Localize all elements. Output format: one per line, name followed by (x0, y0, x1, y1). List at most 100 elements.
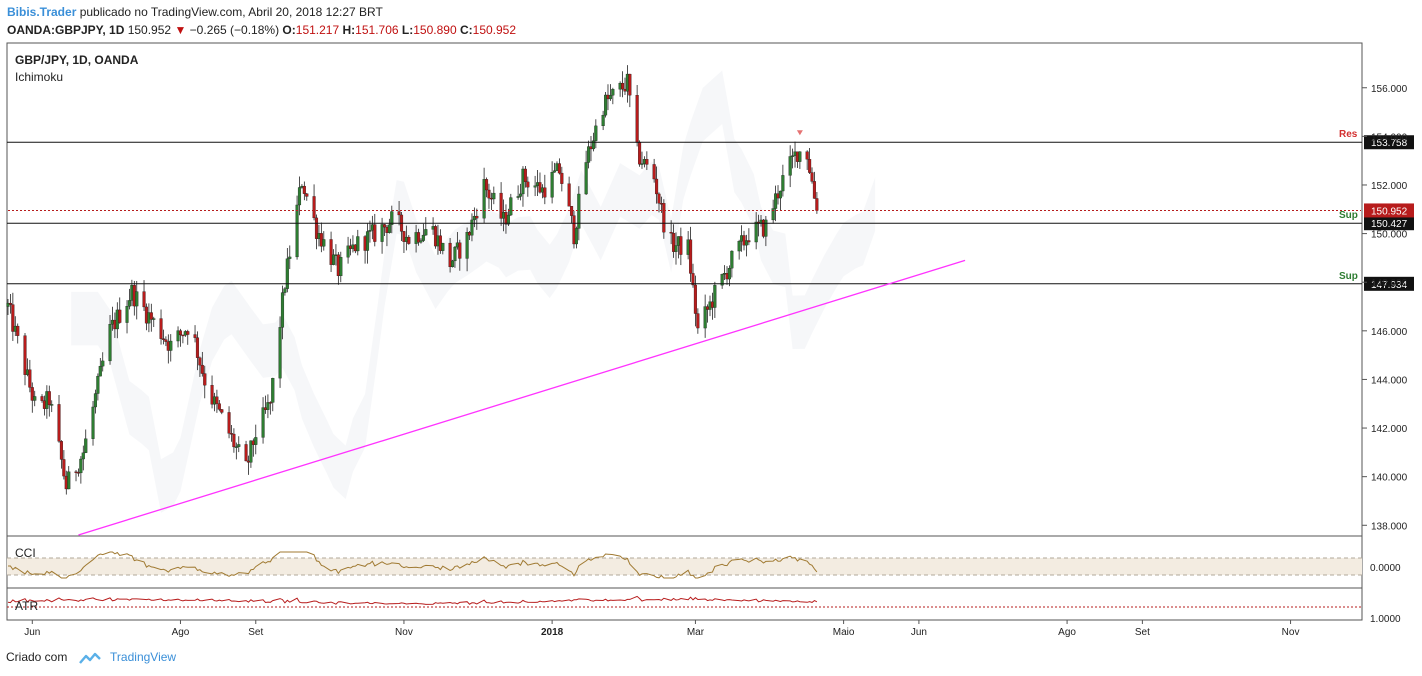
candle (234, 442, 238, 460)
candle (655, 166, 659, 204)
footer: Criado com TradingView (6, 650, 176, 665)
candle (397, 201, 401, 226)
candle (50, 400, 54, 413)
candle (373, 213, 377, 247)
candle (608, 84, 612, 101)
candle (149, 303, 153, 332)
candle (679, 227, 683, 266)
candle (305, 192, 309, 201)
chart-title: GBP/JPY, 1D, OANDA (15, 53, 139, 67)
candle (407, 235, 411, 245)
candle (672, 224, 676, 258)
candle (169, 334, 173, 362)
candle (127, 288, 132, 310)
close-value: 150.952 (472, 23, 517, 37)
candle (380, 217, 384, 254)
candle (23, 332, 27, 386)
candle (465, 227, 469, 272)
x-tick-label: Ago (1058, 627, 1076, 638)
cci-label: CCI (15, 546, 36, 560)
candle (601, 110, 605, 131)
level-tag: Res (1339, 129, 1358, 140)
candle (621, 71, 625, 98)
candle (543, 174, 547, 205)
chart-header: Bibis.Trader publicado no TradingView.co… (7, 3, 516, 39)
x-tick-label: Mar (687, 627, 705, 638)
candle (331, 249, 336, 266)
x-tick-label: Nov (395, 627, 413, 638)
candle (237, 436, 241, 453)
current-price-box (1364, 203, 1414, 218)
y-tick-label: 138.000 (1371, 521, 1408, 532)
candle (458, 239, 462, 271)
candle (30, 382, 34, 413)
author-link[interactable]: Bibis.Trader (7, 5, 77, 19)
candles-group (6, 65, 819, 495)
candle (645, 151, 649, 171)
level-price-box (1364, 276, 1414, 291)
candle (516, 185, 520, 200)
atr-tick: 1.0000 (1370, 614, 1401, 625)
candle (727, 265, 731, 287)
candle (322, 231, 326, 251)
candle (57, 395, 61, 443)
candle (567, 176, 571, 207)
candle (788, 145, 792, 188)
resistance-marker-icon (796, 130, 803, 136)
candle (6, 299, 10, 315)
candle (523, 166, 527, 188)
candle (696, 308, 700, 334)
candle (181, 334, 185, 344)
candle (79, 456, 83, 484)
time-axis[interactable]: Jun Ago Set Nov 2018 Mar Maio Jun Ago Set Nov (24, 620, 1299, 638)
candle (808, 147, 812, 175)
level-tag: Sup (1339, 271, 1358, 282)
candle (771, 199, 775, 224)
candle (200, 351, 204, 377)
candle (215, 389, 219, 413)
cci-band (7, 558, 1362, 575)
y-tick-label: 148.000 (1371, 278, 1408, 289)
main-pane[interactable] (6, 42, 1363, 537)
candle (713, 281, 717, 318)
candle (227, 406, 231, 439)
candle (93, 389, 97, 414)
candle (550, 161, 554, 204)
price-axis[interactable]: 156.000 154.000 152.000 150.000 148.000 146.0… (1362, 84, 1408, 533)
candle (689, 226, 693, 282)
high-label: H: (342, 23, 356, 37)
atr-pane[interactable] (6, 587, 1363, 621)
candle (557, 158, 561, 175)
candle (98, 357, 102, 377)
candle (470, 213, 474, 242)
candle (84, 429, 88, 454)
last-price: 150.952 (127, 23, 172, 37)
candle (40, 394, 44, 403)
candle (441, 242, 445, 255)
candle (487, 183, 491, 209)
x-tick-label: Jun (911, 627, 927, 638)
x-tick-label: Maio (833, 627, 855, 638)
candle (657, 192, 661, 213)
candle (640, 151, 644, 169)
tradingview-link[interactable]: TradingView (110, 650, 177, 664)
candle (560, 166, 564, 192)
indicator-label: Ichimoku (15, 70, 63, 84)
symbol-label[interactable]: OANDA:GBPJPY, 1D (7, 23, 125, 37)
candle (195, 331, 200, 371)
candle (249, 440, 253, 468)
candle (229, 424, 234, 442)
candle (268, 401, 272, 415)
candle (781, 164, 785, 197)
candle (538, 172, 542, 194)
candle (669, 220, 673, 245)
candle (314, 214, 319, 250)
candle (329, 231, 333, 273)
candle (16, 323, 20, 344)
y-tick-label: 142.000 (1371, 424, 1408, 435)
candle (798, 151, 802, 169)
tradingview-logo-icon (78, 652, 101, 664)
trendline[interactable] (78, 259, 966, 536)
candle (662, 199, 666, 239)
